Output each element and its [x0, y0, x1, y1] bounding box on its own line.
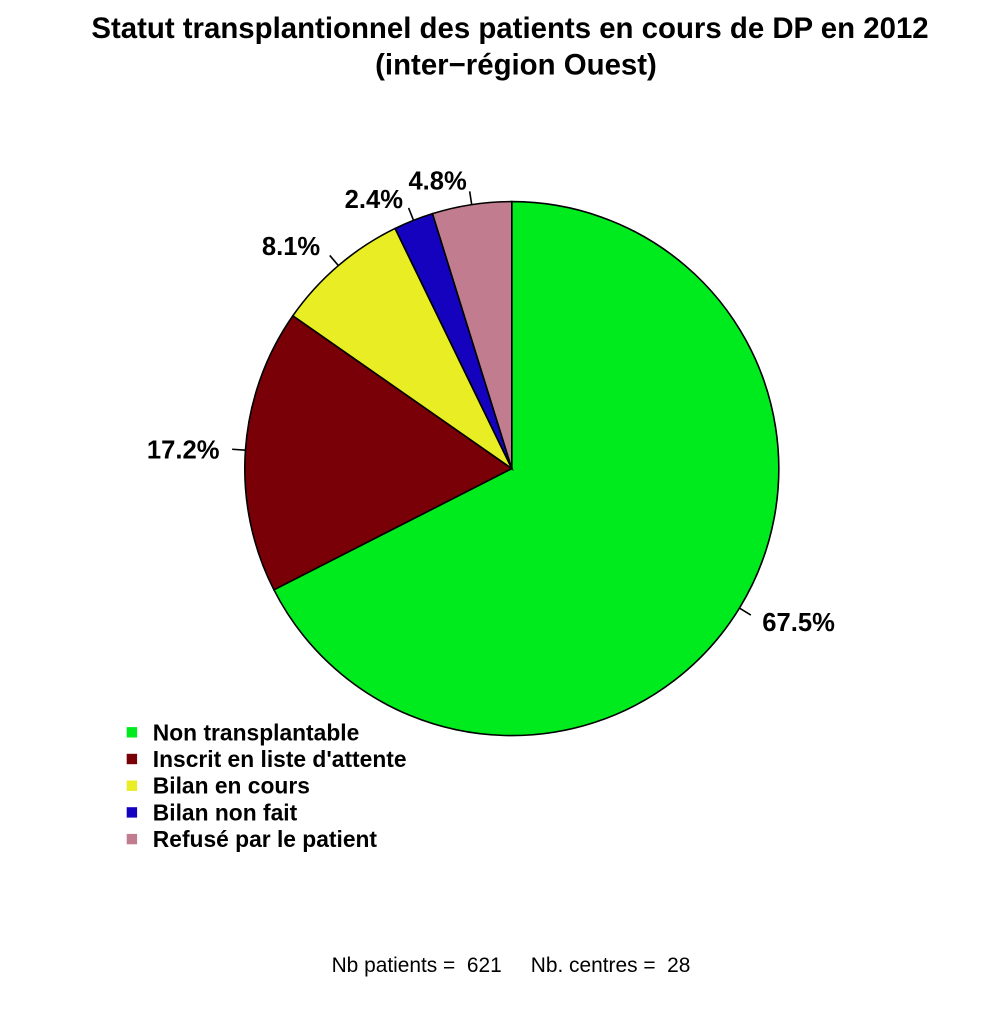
- svg-text:Bilan en cours: Bilan en cours: [153, 773, 310, 799]
- svg-text:Statut transplantionnel des pa: Statut transplantionnel des patients en …: [91, 12, 928, 45]
- svg-text:Inscrit en liste d'attente: Inscrit en liste d'attente: [153, 746, 407, 772]
- svg-text:Non transplantable: Non transplantable: [153, 719, 359, 745]
- svg-text:17.2%: 17.2%: [147, 436, 220, 464]
- svg-text:Nb patients = 621 Nb. cen: Nb patients = 621 Nb. centres = 28: [332, 954, 691, 977]
- svg-text:Refusé par le patient: Refusé par le patient: [153, 826, 378, 852]
- svg-text:67.5%: 67.5%: [762, 609, 835, 637]
- svg-text:4.8%: 4.8%: [408, 167, 467, 195]
- svg-text:2.4%: 2.4%: [345, 186, 404, 214]
- svg-text:8.1%: 8.1%: [262, 233, 321, 261]
- svg-text:Bilan non fait: Bilan non fait: [153, 799, 298, 825]
- svg-text:(inter−région Ouest): (inter−région Ouest): [375, 49, 657, 82]
